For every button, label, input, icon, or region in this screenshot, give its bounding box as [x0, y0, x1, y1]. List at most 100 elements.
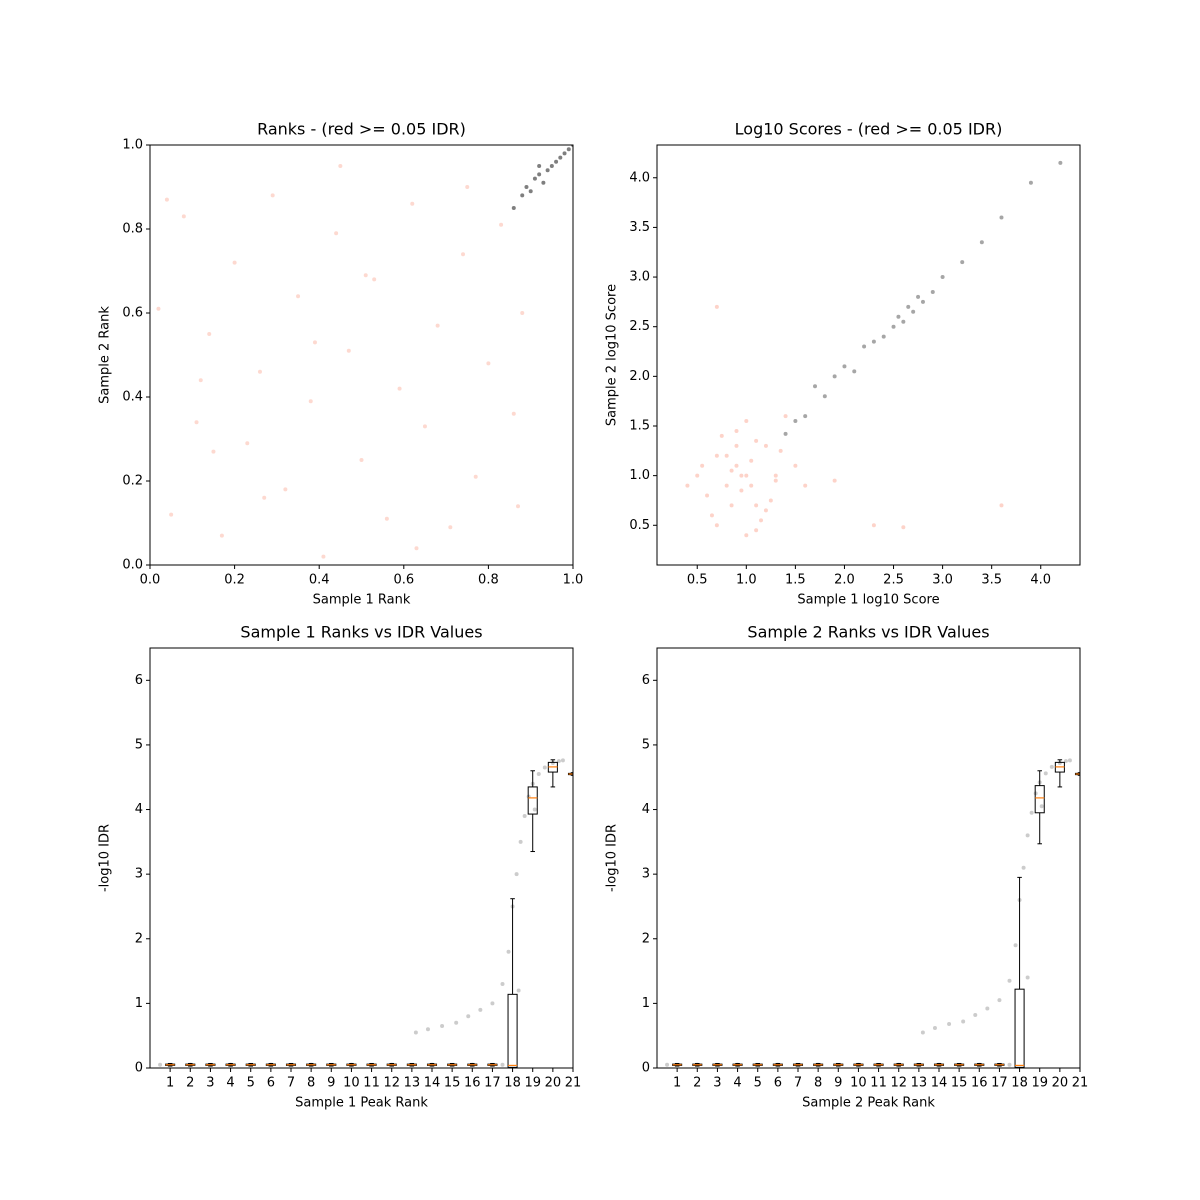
point [413, 1030, 418, 1035]
point [739, 488, 744, 493]
y-tick-label: 1 [135, 996, 143, 1011]
point [705, 493, 710, 498]
point [778, 448, 783, 453]
point [511, 206, 516, 210]
y-tick-label: 2 [642, 931, 650, 946]
point [729, 468, 734, 473]
x-tick-label: 2 [693, 1076, 701, 1091]
point [296, 294, 301, 299]
x-tick-label: 0.2 [224, 573, 245, 588]
plot-area [158, 758, 573, 1068]
point [465, 185, 470, 189]
x-axis-label: Sample 1 Peak Rank [295, 1096, 428, 1111]
subplot: Sample 1 Ranks vs IDR Values Sample 1 Pea… [98, 623, 582, 1111]
point [973, 1013, 978, 1018]
point [478, 1007, 483, 1012]
box [507, 993, 518, 1068]
point [537, 164, 542, 168]
point [232, 260, 237, 265]
y-tick-label: 0.5 [629, 518, 650, 533]
point [930, 289, 935, 294]
point [207, 332, 212, 336]
x-tick-label: 9 [327, 1076, 335, 1091]
point [506, 949, 511, 954]
x-tick-label: 1 [166, 1076, 174, 1091]
point [832, 374, 837, 379]
point [862, 344, 867, 349]
point [410, 201, 415, 206]
point [363, 273, 368, 278]
point [734, 428, 739, 433]
point [169, 512, 174, 517]
point [490, 1001, 495, 1006]
point [558, 155, 563, 160]
x-tick-label: 0.4 [309, 573, 330, 588]
point [346, 348, 351, 353]
point [754, 528, 759, 533]
point [901, 319, 906, 324]
x-tick-label: 1.0 [563, 573, 584, 588]
point [700, 463, 705, 468]
x-tick-label: 21 [1072, 1076, 1089, 1091]
x-tick-label: 1 [673, 1076, 681, 1091]
point [359, 458, 364, 462]
point [532, 807, 537, 812]
x-axis-label: Sample 2 Peak Rank [802, 1096, 935, 1111]
point [997, 998, 1002, 1003]
point [440, 1024, 445, 1028]
point [461, 252, 466, 257]
x-tick-label: 8 [307, 1076, 315, 1091]
x-tick-label: 7 [287, 1076, 295, 1091]
point [822, 394, 827, 399]
point [1067, 758, 1072, 763]
point [181, 214, 186, 219]
point [486, 361, 491, 366]
point [524, 185, 529, 189]
x-tick-label: 2.0 [834, 573, 855, 588]
point [562, 151, 567, 156]
x-tick-label: 17 [991, 1076, 1008, 1091]
point [397, 386, 402, 391]
y-tick-label: 1.5 [629, 418, 650, 433]
x-tick-label: 4 [226, 1076, 234, 1091]
point [985, 1006, 990, 1011]
subplot: Log10 Scores - (red >= 0.05 IDR) Sample 1… [605, 120, 1081, 608]
plot-area [156, 145, 573, 559]
point [744, 419, 749, 424]
box [1034, 785, 1045, 814]
x-tick-label: 14 [931, 1076, 948, 1091]
point [554, 159, 559, 164]
point [852, 369, 857, 374]
point [759, 518, 764, 523]
x-tick-label: 0.8 [478, 573, 499, 588]
point [334, 231, 339, 236]
x-tick-label: 5 [754, 1076, 762, 1091]
y-axis-label: -log10 IDR [98, 824, 113, 892]
x-tick-label: 19 [524, 1076, 541, 1091]
point [545, 168, 550, 173]
point [537, 172, 542, 177]
point [198, 378, 203, 383]
subplot-title: Ranks - (red >= 0.05 IDR) [257, 120, 466, 139]
point [1025, 833, 1030, 838]
y-tick-label: 1.0 [122, 138, 143, 153]
point [1043, 771, 1048, 776]
point [211, 449, 216, 454]
point [1039, 804, 1044, 809]
point [384, 516, 389, 521]
y-tick-label: 0 [642, 1061, 650, 1076]
point [1007, 978, 1012, 983]
point [979, 240, 984, 245]
point [920, 1030, 925, 1035]
x-tick-label: 2.5 [883, 573, 904, 588]
point [257, 369, 262, 374]
point [773, 478, 778, 483]
point [1058, 160, 1063, 165]
point [500, 982, 505, 986]
x-tick-label: 15 [951, 1076, 968, 1091]
x-tick-label: 18 [1011, 1076, 1028, 1091]
y-tick-label: 0.8 [122, 222, 143, 237]
x-axis-label: Sample 1 log10 Score [797, 593, 939, 608]
box [1014, 988, 1025, 1068]
point [156, 306, 161, 311]
